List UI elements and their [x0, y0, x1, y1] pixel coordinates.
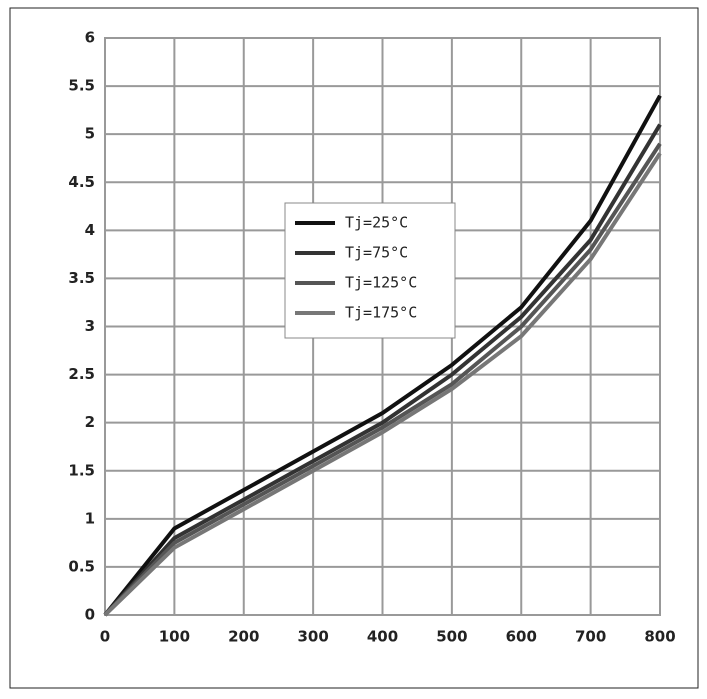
y-tick-label: 0: [85, 606, 95, 624]
y-tick-label: 2: [85, 413, 95, 431]
y-tick-label: 2.5: [68, 365, 95, 383]
y-tick-label: 1: [85, 509, 95, 527]
x-tick-label: 300: [297, 628, 328, 646]
y-tick-label: 6: [85, 29, 95, 47]
y-tick-label: 3.5: [68, 269, 95, 287]
y-tick-label: 4: [85, 221, 95, 239]
x-tick-label: 100: [159, 628, 190, 646]
x-tick-label: 400: [367, 628, 398, 646]
x-tick-label: 500: [436, 628, 467, 646]
legend-label: Tj=75°C: [345, 244, 408, 262]
legend-label: Tj=25°C: [345, 214, 408, 232]
x-tick-label: 0: [100, 628, 110, 646]
x-tick-label: 700: [575, 628, 606, 646]
legend-label: Tj=175°C: [345, 304, 417, 322]
chart: 0 0.5 1 1.5 2 2.5 3 3.5 4 4.5 5 5.5 6 0 100 200 300 400 50…: [0, 0, 707, 695]
y-tick-label: 5: [85, 125, 95, 143]
y-tick-label: 1.5: [68, 461, 95, 479]
x-tick-label: 800: [644, 628, 675, 646]
y-tick-label: 0.5: [68, 557, 95, 575]
x-tick-label: 600: [506, 628, 537, 646]
legend-label: Tj=125°C: [345, 274, 417, 292]
y-tick-label: 4.5: [68, 173, 95, 191]
y-tick-label: 3: [85, 317, 95, 335]
x-tick-label: 200: [228, 628, 259, 646]
y-tick-label: 5.5: [68, 77, 95, 95]
